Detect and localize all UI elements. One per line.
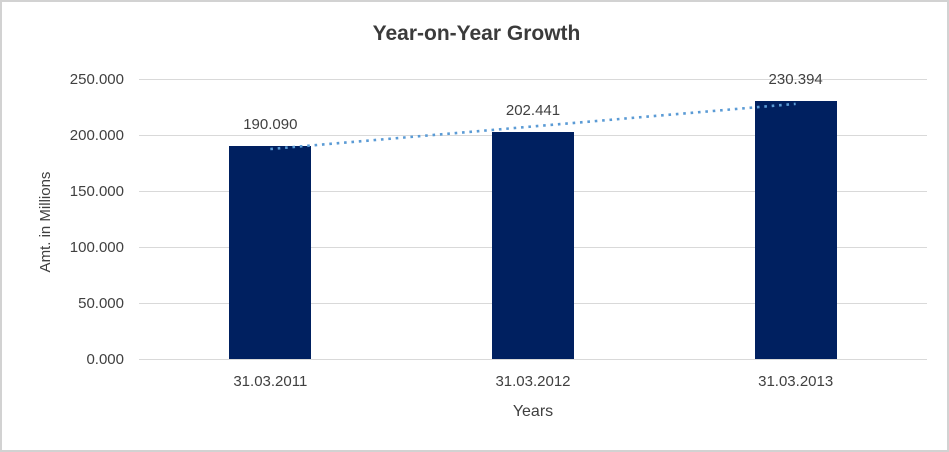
plot-area: 190.090 202.441 230.394: [139, 71, 927, 360]
x-tick-label: 31.03.2013: [758, 373, 834, 390]
trendline: [270, 102, 796, 151]
bar-31.03.2013: [754, 100, 837, 359]
gridline: [139, 78, 927, 80]
chart-title: Year-on-Year Growth: [372, 22, 581, 45]
bar-data-label: 202.441: [505, 102, 561, 120]
x-tick-label: 31.03.2012: [495, 373, 571, 390]
y-tick-label: 0.000: [86, 351, 124, 368]
bar-data-label: 230.394: [768, 70, 823, 88]
bar-31.03.2012: [492, 132, 574, 359]
y-tick-label: 250.000: [69, 71, 124, 88]
x-axis-title: Years: [512, 403, 554, 420]
y-tick-label: 200.000: [69, 127, 124, 144]
x-tick-label: 31.03.2011: [233, 373, 308, 390]
bar-data-label: 190.090: [243, 116, 298, 134]
y-tick-label: 150.000: [69, 183, 124, 200]
y-tick-label: 50.000: [78, 295, 124, 312]
y-axis-title: Amt. in Millions: [37, 171, 54, 273]
x-axis-line: [139, 358, 927, 360]
bar-31.03.2011: [229, 146, 312, 359]
y-tick-label: 100.000: [69, 239, 124, 256]
